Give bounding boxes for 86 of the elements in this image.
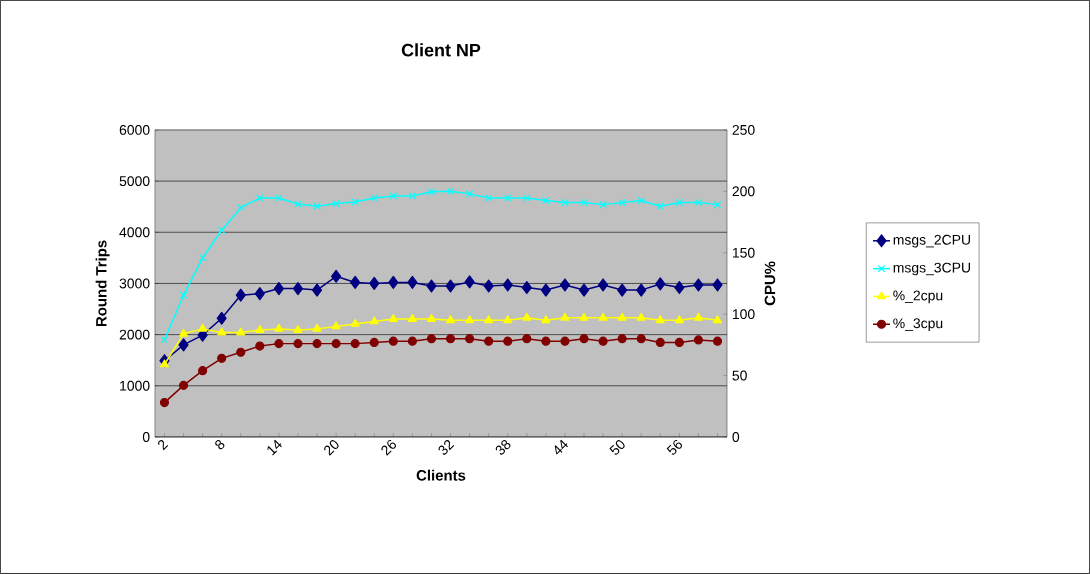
x-tick-label: 38 <box>495 440 511 455</box>
point <box>542 196 550 205</box>
point <box>502 278 513 292</box>
point <box>618 198 626 207</box>
y-tick-label: 1000 <box>120 380 150 391</box>
y2-tick-label: 50 <box>732 370 747 381</box>
point <box>712 278 723 292</box>
y2-tick-label: 100 <box>732 309 755 320</box>
point <box>445 279 456 293</box>
point <box>389 192 398 200</box>
point <box>408 192 417 200</box>
y-tick-label: 0 <box>142 432 150 442</box>
point <box>254 287 265 301</box>
x-axis-title: Clients <box>416 469 466 481</box>
y2-tick-label: 150 <box>732 247 755 258</box>
point <box>217 226 226 235</box>
point <box>636 283 647 297</box>
point <box>198 254 207 262</box>
y2-tick-label: 200 <box>732 186 755 197</box>
x-tick-label: 26 <box>381 439 396 456</box>
point <box>179 291 188 300</box>
y2-axis-title: CPU% <box>764 261 776 306</box>
point <box>656 202 665 210</box>
point <box>331 269 342 283</box>
chart-title: Client NP <box>401 43 481 57</box>
point <box>292 282 304 296</box>
point <box>332 199 340 208</box>
point <box>521 281 532 295</box>
legend-label: msgs_3CPU <box>893 262 970 276</box>
point <box>216 311 227 325</box>
y-tick-label: 5000 <box>119 176 150 187</box>
point <box>655 277 666 291</box>
point <box>370 194 379 202</box>
x-tick-label: 2 <box>158 440 169 451</box>
point <box>674 281 685 295</box>
x-tick-label: 32 <box>438 440 455 455</box>
y2-tick-label: 0 <box>732 432 740 442</box>
y2-tick-label: 250 <box>732 125 755 135</box>
legend-label: %_2cpu <box>893 290 943 304</box>
point <box>580 198 588 207</box>
point <box>523 194 531 202</box>
x-tick-label: 44 <box>554 439 568 455</box>
point <box>446 187 455 196</box>
point <box>256 194 264 202</box>
x-tick-label: 14 <box>267 439 282 456</box>
point <box>369 276 380 291</box>
legend-label: %_3cpu <box>893 318 943 332</box>
point <box>311 283 323 297</box>
y-tick-label: 6000 <box>119 125 150 135</box>
point <box>561 198 569 207</box>
x-tick-label: 56 <box>666 439 683 455</box>
point <box>559 278 571 292</box>
point <box>599 200 607 209</box>
point <box>484 194 493 202</box>
point <box>675 198 684 207</box>
x-tick-label: 8 <box>215 440 225 450</box>
point <box>273 282 284 296</box>
y-tick-label: 2000 <box>119 329 150 340</box>
y-tick-label: 4000 <box>119 227 150 238</box>
point <box>693 278 704 292</box>
point <box>351 198 359 206</box>
point <box>407 275 418 290</box>
point <box>235 288 246 302</box>
point <box>464 275 475 289</box>
point <box>617 283 628 297</box>
x-tick-label: 20 <box>324 440 339 456</box>
point <box>388 275 399 290</box>
point <box>465 190 474 198</box>
y-tick-label: 3000 <box>119 278 150 289</box>
x-tick-label: 50 <box>609 440 625 455</box>
point <box>578 283 590 297</box>
point <box>694 198 703 207</box>
point <box>350 275 361 290</box>
point <box>160 336 169 344</box>
point <box>483 279 494 293</box>
point <box>598 278 609 292</box>
point <box>713 200 722 209</box>
point <box>540 283 551 297</box>
point <box>503 194 512 202</box>
point <box>313 202 321 210</box>
point <box>426 279 437 293</box>
point <box>637 196 645 205</box>
y-axis-title: Round Trips <box>95 240 110 327</box>
point <box>427 188 436 196</box>
legend-label: msgs_2CPU <box>893 234 970 248</box>
point <box>178 338 189 352</box>
